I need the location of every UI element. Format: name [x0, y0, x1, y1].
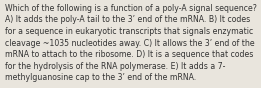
Text: cleavage ~1035 nucleotides away. C) It allows the 3’ end of the: cleavage ~1035 nucleotides away. C) It a…: [5, 39, 254, 48]
Text: mRNA to attach to the ribosome. D) It is a sequence that codes: mRNA to attach to the ribosome. D) It is…: [5, 50, 253, 59]
Text: for the hydrolysis of the RNA polymerase. E) It adds a 7-: for the hydrolysis of the RNA polymerase…: [5, 62, 225, 71]
Text: A) It adds the poly-A tail to the 3’ end of the mRNA. B) It codes: A) It adds the poly-A tail to the 3’ end…: [5, 15, 250, 24]
Text: Which of the following is a function of a poly-A signal sequence?: Which of the following is a function of …: [5, 4, 257, 13]
Text: for a sequence in eukaryotic transcripts that signals enzymatic: for a sequence in eukaryotic transcripts…: [5, 27, 253, 36]
Text: methylguanosine cap to the 3’ end of the mRNA.: methylguanosine cap to the 3’ end of the…: [5, 73, 196, 82]
